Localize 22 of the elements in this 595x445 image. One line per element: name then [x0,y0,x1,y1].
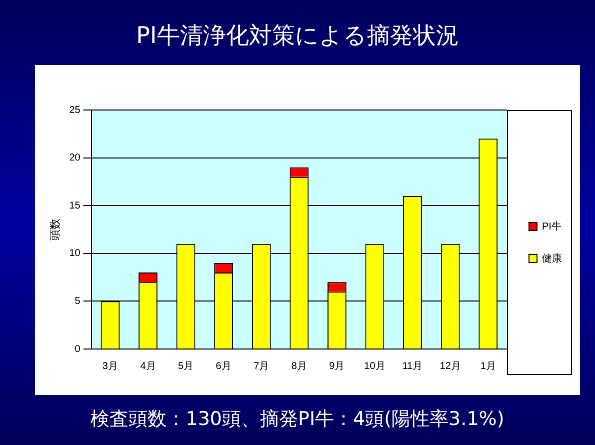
y-tick-label: 10 [69,248,81,260]
x-tick-label: 11月 [402,360,423,372]
x-tick-label: 6月 [216,360,232,372]
x-tick-label: 10月 [364,360,386,372]
x-tick-label: 4月 [140,360,156,372]
y-axis-title: 頭数 [50,218,62,240]
text: 検査頭数：130頭、摘発PI牛：4頭(陽性率3.1%) [90,407,506,432]
legend-label: 健康 [542,252,562,264]
y-tick-label: 25 [69,104,81,116]
y-tick-label: 20 [69,152,81,164]
x-tick-label: 5月 [178,360,194,372]
x-tick-label: 1月 [480,360,496,372]
x-tick-label: 8月 [291,360,307,372]
y-tick-label: 15 [69,200,81,212]
x-tick-label: 7月 [254,360,270,372]
y-tick-label: 5 [74,296,81,307]
legend-label: PI牛 [542,220,562,232]
chart-title: PI牛清浄化対策による摘発状況 [135,22,460,51]
x-tick-label: 12月 [440,360,461,372]
y-tick-label: 0 [74,344,81,355]
x-tick-label: 9月 [329,360,345,372]
x-tick-label: 3月 [102,360,118,372]
